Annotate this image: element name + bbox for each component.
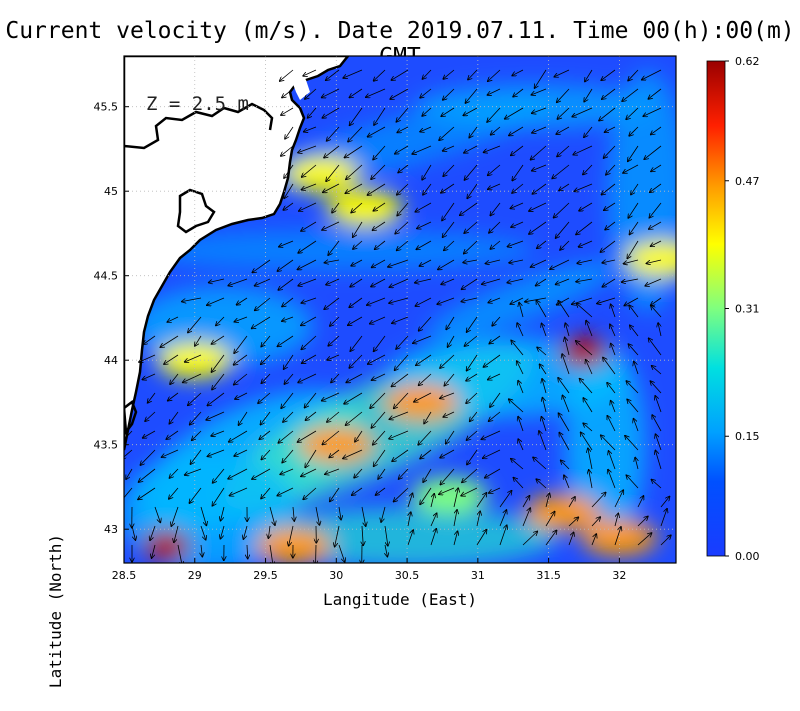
velocity-hotspot-core — [572, 343, 596, 361]
y-tick-label: 45.5 — [94, 101, 119, 114]
x-tick-label: 28.5 — [112, 569, 137, 582]
x-axis-label: Langitude (East) — [124, 590, 676, 609]
colorbar-tick-label: 0.15 — [735, 430, 760, 443]
depth-label: Z = 2.5 m — [146, 93, 249, 115]
velocity-hotspot — [256, 528, 332, 564]
x-tick-label: 29.5 — [253, 569, 278, 582]
velocity-hotspot — [412, 477, 488, 513]
velocity-map: 28.5 29 29.5 30 30.5 31 31.5 32 43 43.5 44 44.5 45 4… — [0, 0, 800, 618]
colorbar-tick-label: 0.47 — [735, 175, 760, 188]
colorbar — [707, 61, 725, 556]
x-tick-label: 30.5 — [395, 569, 420, 582]
x-tick-label: 31.5 — [536, 569, 561, 582]
velocity-hotspot — [327, 190, 403, 226]
x-tick-label: 32 — [612, 569, 626, 582]
colorbar-tick-label: 0.00 — [735, 550, 760, 563]
y-tick-label: 44 — [104, 354, 118, 367]
x-tick-label: 30 — [329, 569, 343, 582]
velocity-hotspot — [284, 156, 360, 192]
x-tick-label: 31 — [471, 569, 485, 582]
y-tick-label: 43 — [104, 523, 118, 536]
y-axis-label: Latitude (North) — [46, 511, 65, 711]
colorbar-ticks: 0.00 0.15 0.31 0.47 0.62 — [725, 55, 760, 563]
x-tick-label: 29 — [188, 569, 202, 582]
colorbar-tick-label: 0.62 — [735, 55, 760, 68]
y-tick-label: 44.5 — [94, 270, 119, 283]
colorbar-tick-label: 0.31 — [735, 303, 760, 316]
velocity-hotspot — [525, 494, 601, 530]
y-tick-label: 45 — [104, 185, 118, 198]
y-tick-label: 43.5 — [94, 439, 119, 452]
